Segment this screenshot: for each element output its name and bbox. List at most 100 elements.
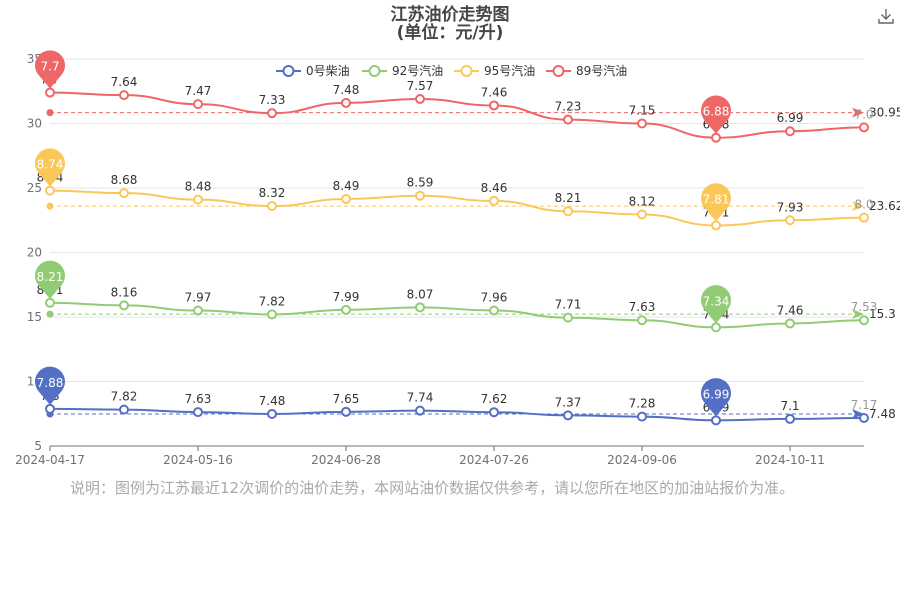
x-tick-label: 2024-09-06 (607, 453, 677, 467)
data-label: 8.07 (407, 287, 434, 301)
data-point[interactable] (45, 297, 55, 308)
data-label: 8.21 (555, 191, 582, 205)
legend-item-3[interactable]: 89号汽油 (546, 63, 627, 78)
data-point[interactable] (711, 322, 721, 333)
data-label: 7.48 (259, 394, 286, 408)
data-point[interactable] (267, 201, 277, 212)
y-tick-label: 20 (27, 246, 42, 260)
data-label: 6.99 (777, 111, 804, 125)
data-point[interactable] (193, 407, 203, 418)
average-label: 23.62 (869, 199, 900, 213)
data-label: 7.64 (111, 75, 138, 89)
data-label: 7.46 (777, 303, 804, 317)
data-point[interactable] (45, 185, 55, 196)
data-label: 8.68 (111, 173, 138, 187)
data-point[interactable] (45, 403, 55, 414)
data-point[interactable] (489, 305, 499, 316)
data-point[interactable] (267, 309, 277, 320)
x-tick-label: 2024-07-26 (459, 453, 529, 467)
data-point[interactable] (341, 304, 351, 315)
legend-item-1[interactable]: 92号汽油 (362, 63, 443, 78)
data-point[interactable] (859, 212, 869, 223)
legend-label: 0号柴油 (306, 64, 350, 78)
data-point[interactable] (415, 405, 425, 416)
legend-marker (460, 65, 473, 77)
data-point[interactable] (711, 415, 721, 426)
data-label: 7.96 (481, 291, 508, 305)
data-point[interactable] (859, 413, 869, 424)
legend-marker (552, 65, 565, 77)
data-label: 7.33 (259, 93, 286, 107)
data-point[interactable] (785, 215, 795, 226)
data-point[interactable] (637, 209, 647, 220)
data-point[interactable] (415, 302, 425, 313)
data-point[interactable] (637, 118, 647, 129)
data-point[interactable] (193, 99, 203, 110)
data-label: 8.12 (629, 194, 656, 208)
data-point[interactable] (45, 87, 55, 98)
data-point[interactable] (711, 220, 721, 231)
data-label: 7.63 (629, 300, 656, 314)
data-label: 7.47 (185, 84, 212, 98)
series-line (49, 407, 865, 422)
data-point[interactable] (415, 93, 425, 104)
average-start-dot (46, 109, 54, 117)
data-point[interactable] (489, 100, 499, 111)
download-icon[interactable] (876, 6, 896, 26)
data-point[interactable] (341, 97, 351, 108)
max-pin: 7.7 (35, 50, 65, 89)
data-point[interactable] (563, 114, 573, 125)
data-point[interactable] (563, 410, 573, 421)
data-point[interactable] (859, 122, 869, 133)
pin-label: 7.34 (703, 294, 730, 308)
data-label: 7.57 (407, 79, 434, 93)
data-point[interactable] (785, 413, 795, 424)
data-point[interactable] (193, 194, 203, 205)
data-point[interactable] (859, 315, 869, 326)
data-label: 7.62 (481, 392, 508, 406)
series-lines (45, 87, 869, 426)
data-point[interactable] (415, 190, 425, 201)
data-point[interactable] (193, 305, 203, 316)
data-point[interactable] (785, 126, 795, 137)
legend[interactable]: 0号柴油 92号汽油 95号汽油 89号汽油 (276, 63, 627, 78)
data-point[interactable] (341, 193, 351, 204)
average-start-dot (46, 310, 54, 318)
data-point[interactable] (711, 132, 721, 143)
pin-label: 6.88 (703, 105, 730, 119)
marker-pins: 7.88 6.99 8.21 7.34 8.74 7.81 7.7 6.88 (35, 50, 732, 417)
data-point[interactable] (267, 409, 277, 420)
average-lines: 7.48 15.3 23.62 30.95 (46, 106, 900, 421)
legend-item-2[interactable]: 95号汽油 (454, 63, 535, 78)
max-pin: 7.88 (35, 366, 65, 405)
pin-label: 7.81 (703, 192, 730, 206)
data-label: 7.1 (780, 399, 799, 413)
grid (50, 58, 864, 382)
data-point[interactable] (267, 108, 277, 119)
data-point[interactable] (637, 411, 647, 422)
data-point[interactable] (341, 406, 351, 417)
data-point[interactable] (563, 206, 573, 217)
x-tick-label: 2024-04-17 (15, 453, 85, 467)
data-point[interactable] (785, 318, 795, 329)
footnote: 说明：图例为江苏最近12次调价的油价走势，本网站油价数据仅供参考，请以您所在地区… (70, 479, 795, 497)
data-point[interactable] (119, 188, 129, 199)
series-0 (45, 403, 869, 426)
legend-label: 95号汽油 (484, 63, 535, 78)
data-point[interactable] (119, 90, 129, 101)
min-pin: 6.88 (701, 95, 732, 134)
data-point[interactable] (119, 300, 129, 311)
series-line (49, 301, 865, 329)
data-label: 7.63 (185, 392, 212, 406)
data-point[interactable] (637, 315, 647, 326)
data-point[interactable] (119, 404, 129, 415)
data-point[interactable] (563, 312, 573, 323)
pin-shape (701, 183, 732, 222)
legend-item-0[interactable]: 0号柴油 (276, 64, 350, 78)
data-label: 7.97 (185, 291, 212, 305)
data-point[interactable] (489, 407, 499, 418)
series-line (49, 189, 865, 227)
y-tick-label: 25 (27, 181, 42, 195)
data-point[interactable] (489, 195, 499, 206)
